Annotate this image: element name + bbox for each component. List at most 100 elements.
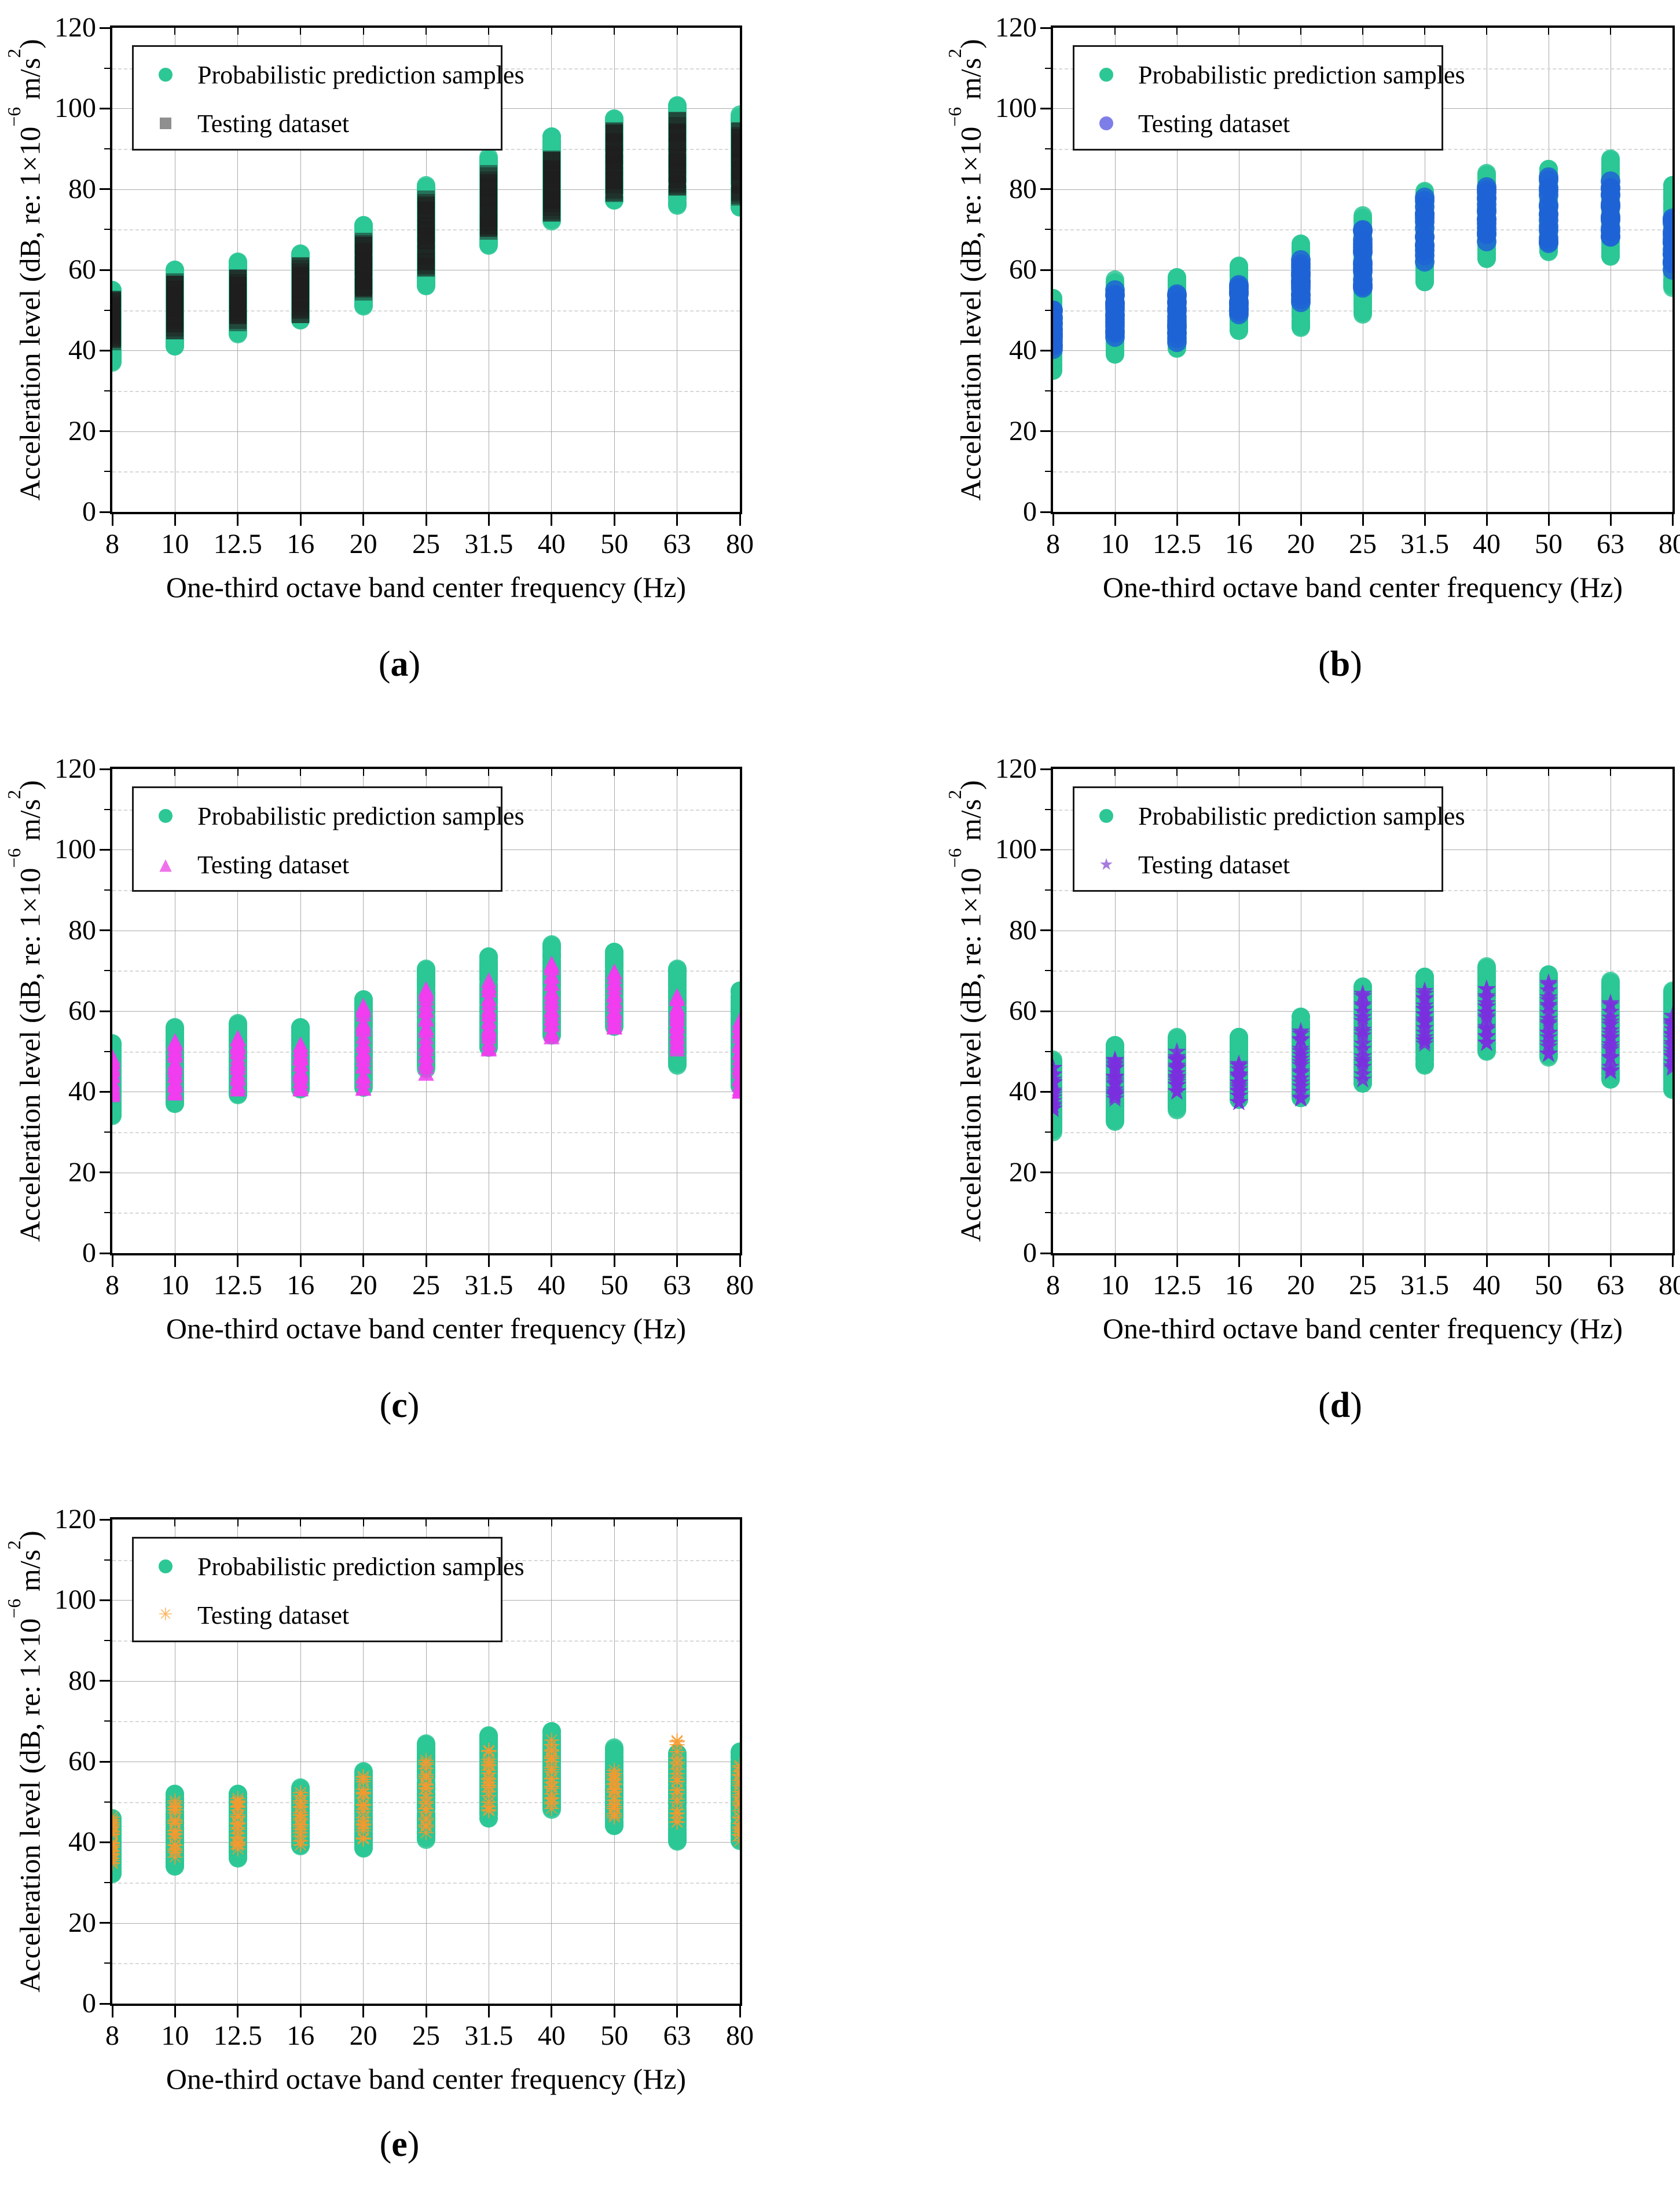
pred-marker-icon (159, 68, 173, 82)
triangle-icon: ▲ (355, 992, 372, 1016)
axis-tick-left (1040, 27, 1051, 29)
axis-tick-left (100, 269, 110, 271)
axis-tick-bottom (1609, 1255, 1612, 1267)
axis-tick-bottom (1238, 514, 1240, 526)
axis-tick-left (100, 107, 110, 109)
square-icon (166, 276, 184, 294)
gridline-horizontal-major (1053, 189, 1672, 190)
axis-tick-bottom (362, 1255, 365, 1267)
legend-marker-cell (1074, 809, 1138, 823)
axis-tick-bottom (1671, 1255, 1674, 1267)
axis-tick-top (425, 28, 427, 35)
legend: Probabilistic prediction samples ▲ Testing… (132, 786, 524, 892)
axis-tick-left-minor (1045, 1132, 1051, 1133)
axis-tick-left-minor (104, 1212, 110, 1214)
axis-tick-top (1610, 28, 1611, 35)
pred-point (667, 961, 687, 980)
gridline-horizontal-minor (112, 1213, 740, 1214)
axis-tick-top (237, 28, 239, 35)
y-axis-label: Acceleration level (dB, re: 1×10−6 m/s2) (3, 0, 46, 559)
axis-tick-left-minor (1045, 1050, 1051, 1052)
y-axis-label-text: ) (954, 39, 987, 49)
square-icon (731, 122, 740, 140)
axis-tick-left-minor (104, 309, 110, 311)
gridline-horizontal-major (1053, 431, 1672, 432)
axis-tick-bottom (1238, 1255, 1240, 1267)
legend-row-test: Testing dataset (134, 100, 501, 147)
y-axis-label-exponent: −6 (3, 848, 24, 868)
x-axis-label: One-third octave band center frequency (… (1102, 1312, 1623, 1345)
axis-tick-bottom (1176, 1255, 1178, 1267)
axis-tick-bottom (362, 514, 365, 526)
axis-tick-top (488, 769, 490, 776)
axis-tick-bottom (111, 514, 113, 526)
axis-tick-top (174, 28, 176, 35)
axis-tick-bottom (551, 1255, 553, 1267)
axis-tick-top (551, 769, 552, 776)
axis-tick-left (100, 430, 110, 433)
axis-tick-left (1040, 349, 1051, 351)
legend-marker-cell (1074, 116, 1138, 130)
y-axis-label-text: m/s (13, 799, 46, 848)
axis-tick-left (1040, 269, 1051, 271)
gridline-horizontal-minor (1053, 1132, 1672, 1133)
star-icon: ★ (1414, 976, 1436, 1005)
x-tick-label: 80 (726, 1270, 754, 1301)
axis-tick-left (1040, 1010, 1051, 1012)
star-icon: ★ (1166, 1037, 1188, 1065)
axis-tick-top (614, 28, 615, 35)
axis-tick-top (1176, 28, 1178, 35)
y-axis-label-text: m/s (954, 799, 987, 848)
axis-tick-left-minor (104, 471, 110, 473)
axis-tick-bottom (1547, 514, 1550, 526)
y-axis-label: Acceleration level (dB, re: 1×10−6 m/s2) (3, 722, 46, 1301)
y-axis-label-exponent: −6 (944, 848, 965, 868)
pred-point (1601, 149, 1620, 169)
axis-tick-bottom (174, 514, 176, 526)
subplot-caption: (d) (1253, 1385, 1427, 1426)
legend-label-pred: Probabilistic prediction samples (197, 60, 524, 89)
legend-square-icon (160, 118, 171, 129)
triangle-icon: ▲ (480, 967, 497, 991)
axis-tick-left (1040, 430, 1051, 433)
axis-tick-left-minor (104, 889, 110, 891)
axis-tick-top (362, 28, 364, 35)
axis-tick-bottom (487, 1255, 490, 1267)
axis-tick-bottom (739, 1255, 741, 1267)
square-icon (354, 233, 372, 251)
axis-tick-bottom (1052, 514, 1054, 526)
gridline-horizontal-minor (1053, 391, 1672, 392)
axis-tick-top (1114, 769, 1116, 776)
axis-tick-bottom (425, 514, 427, 526)
axis-tick-left-minor (1045, 471, 1051, 473)
axis-tick-left-minor (1045, 970, 1051, 972)
axis-tick-top (300, 769, 302, 776)
square-icon (112, 291, 121, 309)
square-icon (542, 150, 560, 168)
axis-tick-left (100, 1090, 110, 1093)
axis-tick-bottom (551, 514, 553, 526)
axis-tick-top (1548, 769, 1549, 776)
x-axis-label: One-third octave band center frequency (… (166, 1312, 687, 1345)
axis-tick-top (237, 769, 239, 776)
axis-tick-bottom (1485, 514, 1488, 526)
axis-tick-bottom (613, 1255, 615, 1267)
axis-tick-left (1040, 107, 1051, 109)
legend-label-test: Testing dataset (1138, 109, 1290, 138)
y-axis-label: Acceleration level (dB, re: 1×10−6 m/s2) (944, 0, 987, 559)
axis-tick-top (1424, 28, 1425, 35)
circle-icon (1353, 219, 1373, 240)
axis-tick-left-minor (104, 390, 110, 391)
y-axis-label-text: m/s (13, 57, 46, 107)
triangle-icon: ▲ (229, 1024, 246, 1048)
star-icon: ★ (1661, 1004, 1672, 1028)
axis-tick-left (100, 768, 110, 770)
star-icon: ★ (1228, 1049, 1250, 1078)
caption-paren: ( (1318, 645, 1330, 684)
axis-tick-bottom (1362, 514, 1364, 526)
legend-row-pred: Probabilistic prediction samples (134, 52, 524, 98)
axis-tick-left-minor (104, 1050, 110, 1052)
legend-row-pred: Probabilistic prediction samples (1074, 793, 1465, 839)
legend-marker-cell (134, 68, 197, 82)
